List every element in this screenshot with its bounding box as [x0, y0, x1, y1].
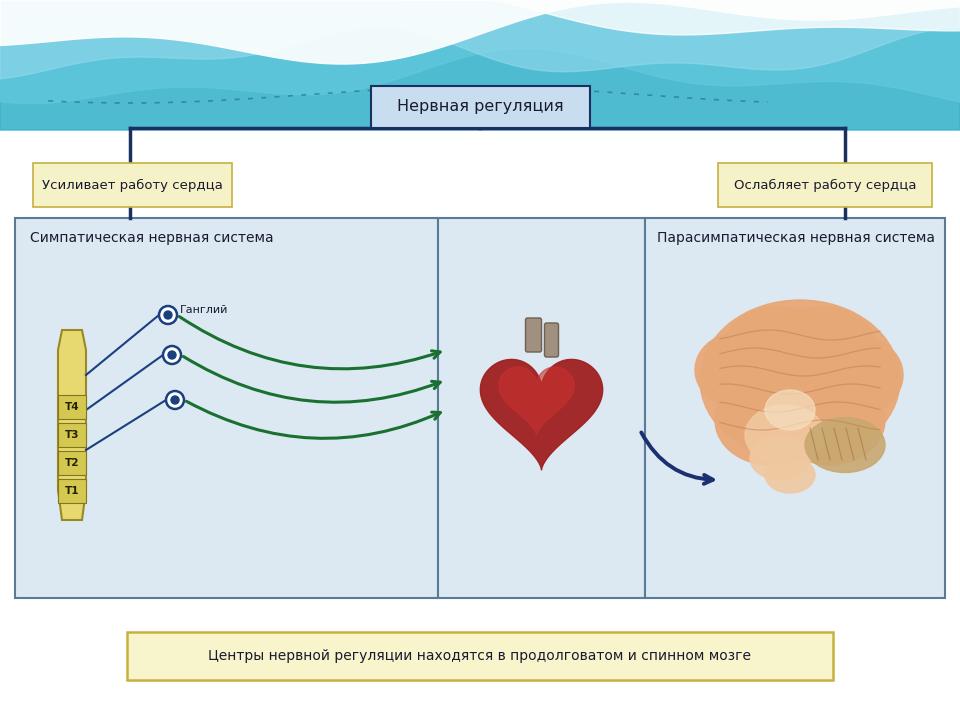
- Text: Усиливает работу сердца: Усиливает работу сердца: [42, 179, 223, 192]
- FancyBboxPatch shape: [33, 163, 232, 207]
- Text: T1: T1: [64, 486, 80, 496]
- Ellipse shape: [765, 307, 875, 383]
- Text: T3: T3: [64, 430, 80, 440]
- Ellipse shape: [745, 405, 825, 465]
- FancyBboxPatch shape: [645, 218, 945, 598]
- Text: Симпатическая нервная система: Симпатическая нервная система: [30, 231, 274, 245]
- Circle shape: [168, 351, 176, 359]
- Circle shape: [163, 346, 181, 364]
- Circle shape: [159, 306, 177, 324]
- Text: Парасимпатическая нервная система: Парасимпатическая нервная система: [657, 231, 935, 245]
- FancyBboxPatch shape: [718, 163, 932, 207]
- FancyBboxPatch shape: [58, 395, 86, 419]
- Ellipse shape: [725, 307, 835, 383]
- Circle shape: [164, 311, 172, 319]
- Polygon shape: [58, 330, 86, 520]
- FancyBboxPatch shape: [15, 218, 438, 598]
- Text: Нервная регуляция: Нервная регуляция: [396, 99, 564, 114]
- FancyBboxPatch shape: [58, 451, 86, 475]
- FancyBboxPatch shape: [58, 423, 86, 447]
- Text: Центры нервной регуляции находятся в продолговатом и спинном мозге: Центры нервной регуляции находятся в про…: [208, 649, 752, 663]
- Ellipse shape: [695, 332, 785, 408]
- Ellipse shape: [807, 335, 903, 415]
- Ellipse shape: [715, 375, 825, 465]
- Polygon shape: [480, 359, 603, 470]
- FancyBboxPatch shape: [371, 86, 589, 128]
- Text: Ганглий: Ганглий: [180, 305, 228, 315]
- Text: T2: T2: [64, 458, 80, 468]
- FancyBboxPatch shape: [127, 632, 833, 680]
- FancyBboxPatch shape: [438, 218, 645, 598]
- FancyBboxPatch shape: [544, 323, 559, 357]
- Circle shape: [166, 391, 184, 409]
- Ellipse shape: [805, 418, 885, 472]
- Text: T4: T4: [64, 402, 80, 412]
- Circle shape: [171, 396, 179, 404]
- Ellipse shape: [700, 300, 900, 460]
- FancyBboxPatch shape: [58, 479, 86, 503]
- Polygon shape: [499, 367, 574, 435]
- Ellipse shape: [765, 457, 815, 493]
- Ellipse shape: [765, 390, 815, 430]
- Text: Ослабляет работу сердца: Ослабляет работу сердца: [733, 179, 916, 192]
- Ellipse shape: [750, 436, 810, 480]
- Ellipse shape: [775, 375, 885, 465]
- FancyBboxPatch shape: [525, 318, 541, 352]
